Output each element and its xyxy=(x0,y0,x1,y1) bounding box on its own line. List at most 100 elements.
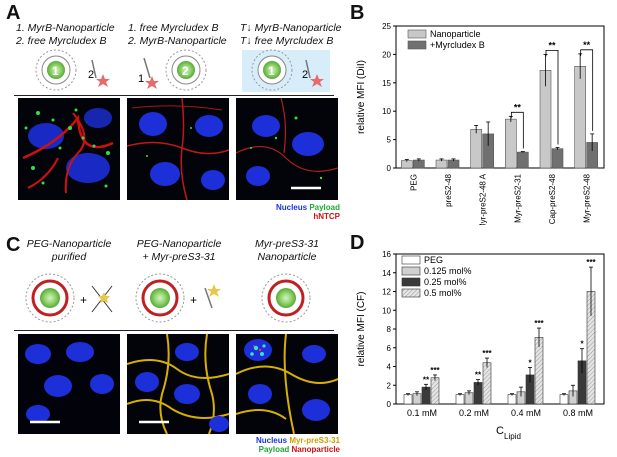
bar xyxy=(551,148,564,169)
significance-label: *** xyxy=(586,258,596,267)
chart-b-frame xyxy=(395,25,605,169)
legend-label: PEG xyxy=(424,255,443,265)
legend-swatch xyxy=(401,266,421,276)
legend-swatch xyxy=(401,288,421,298)
star-icon xyxy=(145,76,159,89)
panel-a-caption-1-line2: 2. free Myrcludex B xyxy=(16,35,107,47)
panel-a-caption-3-line2: T↓ free Myrcludex B xyxy=(240,35,334,47)
x-tick-label: Myr-preS2-31 xyxy=(513,173,522,222)
legend-label: 0.25 mol% xyxy=(424,277,467,287)
peptide-icon xyxy=(204,284,221,309)
y-tick-label: 5 xyxy=(387,136,392,145)
nanoparticle-icon xyxy=(261,273,311,323)
significance-label: ** xyxy=(583,40,591,50)
legend-swatch xyxy=(407,29,427,39)
y-tick-label: 8 xyxy=(387,325,392,334)
legend-label: 0.125 mol% xyxy=(424,266,472,276)
bar xyxy=(507,394,517,405)
peptide-icon xyxy=(305,59,311,79)
micrograph-c2 xyxy=(127,334,229,434)
bar xyxy=(517,151,529,169)
panel-c-caption-1-line1: PEG-Nanoparticle xyxy=(26,238,112,250)
particle-label-1: 1 xyxy=(52,64,59,78)
bar xyxy=(403,394,413,405)
bar xyxy=(455,394,465,405)
panel-c-caption-1: PEG-Nanoparticle purified xyxy=(18,238,120,264)
panel-a-caption-3-line1: T↓ MyrB-Nanoparticle xyxy=(240,22,342,34)
y-tick-label: 4 xyxy=(387,363,392,372)
y-tick-label: 14 xyxy=(382,269,391,278)
panel-c-rule xyxy=(14,330,334,331)
y-tick-label: 25 xyxy=(382,22,391,31)
legend-swatch xyxy=(407,40,427,50)
panel-d-letter: D xyxy=(350,232,365,254)
legend-nucleus: Nucleus xyxy=(255,436,288,445)
legend-hntcp: hNTCP xyxy=(313,212,340,221)
bar xyxy=(505,118,517,169)
legend-swatch xyxy=(401,255,421,265)
x-tick-label: Myr-preS2-48 A xyxy=(479,173,488,225)
x-axis-label: C xyxy=(496,425,504,437)
y-tick-label: 10 xyxy=(382,306,391,315)
particle-label-2b: 2 xyxy=(182,64,189,78)
star-icon xyxy=(310,74,324,87)
micrograph-a2 xyxy=(127,98,229,200)
panel-c-legend: Nucleus Myr-preS3-31 Payload Nanoparticl… xyxy=(222,436,340,454)
x-tick-label: PEG xyxy=(409,174,418,191)
x-tick-label: Myr-preS2-48 xyxy=(583,173,592,222)
legend-swatch xyxy=(401,277,421,287)
panel-c-caption-1-line2: purified xyxy=(51,251,87,263)
nanoparticle-icon xyxy=(25,273,75,323)
nanoparticle-icon xyxy=(165,49,207,91)
x-tick-label: 0.2 mM xyxy=(459,408,489,418)
bar xyxy=(430,377,440,405)
panel-a-caption-2: 1. free Myrcludex B 2. MyrB-Nanoparticle xyxy=(128,22,227,48)
y-axis-label: relative MFI (DiI) xyxy=(356,60,367,134)
legend-payload: Payload xyxy=(309,203,340,212)
nanoparticle-icon xyxy=(251,49,293,91)
y-tick-label: 6 xyxy=(387,344,392,353)
y-tick-label: 0 xyxy=(387,164,392,173)
particle-label-1b: 1 xyxy=(138,73,144,85)
bar xyxy=(574,66,586,169)
panel-c-caption-2-line2: + Myr-preS3-31 xyxy=(142,251,216,263)
peptide-icon xyxy=(91,59,97,79)
bar xyxy=(447,159,460,169)
crossed-peptide-icon xyxy=(91,285,113,313)
bar xyxy=(534,337,544,405)
y-tick-label: 12 xyxy=(382,288,391,297)
significance-label: *** xyxy=(430,366,440,375)
x-tick-label: 0.1 mM xyxy=(407,408,437,418)
panel-a-schematics: 1 2 1 2 1 2 xyxy=(35,49,324,91)
legend-payload: Payload xyxy=(258,445,290,454)
legend-nanoparticle: Nanoparticle xyxy=(291,445,340,454)
micrograph-a3 xyxy=(236,98,338,200)
particle-label-2c: 2 xyxy=(302,69,308,81)
micrograph-a1 xyxy=(18,98,120,200)
nanoparticle-icon xyxy=(35,49,77,91)
panel-c-caption-2: PEG-Nanoparticle + Myr-preS3-31 xyxy=(124,238,234,264)
y-tick-label: 2 xyxy=(387,381,392,390)
bar xyxy=(435,159,448,169)
significance-label: ** xyxy=(475,371,482,380)
panel-c-caption-2-line1: PEG-Nanoparticle xyxy=(136,238,222,250)
legend-label: +Myrcludex B xyxy=(430,40,485,50)
panel-c-caption-3-line1: Myr-preS3-31 xyxy=(255,238,319,250)
legend-nucleus: Nucleus xyxy=(275,203,308,212)
y-axis-label: relative MFI (CF) xyxy=(356,292,367,367)
panel-a-caption-1-line1: 1. MyrB-Nanoparticle xyxy=(16,22,115,34)
panel-a-legend: Nucleus Payload hNTCP xyxy=(270,203,340,221)
y-tick-label: 0 xyxy=(387,400,392,409)
y-tick-label: 15 xyxy=(382,79,391,88)
micrograph-c1 xyxy=(18,334,120,434)
panel-b-letter: B xyxy=(350,2,365,24)
panel-a-caption-2-line1: 1. free Myrcludex B xyxy=(128,22,219,34)
significance-label: * xyxy=(528,358,532,367)
significance-label: *** xyxy=(534,319,544,328)
panel-c-letter: C xyxy=(6,234,21,256)
bar xyxy=(482,362,492,405)
bar xyxy=(559,394,569,405)
legend-label: Nanoparticle xyxy=(430,29,481,39)
plus-icon: + xyxy=(190,293,197,307)
significance-label: * xyxy=(580,340,584,349)
